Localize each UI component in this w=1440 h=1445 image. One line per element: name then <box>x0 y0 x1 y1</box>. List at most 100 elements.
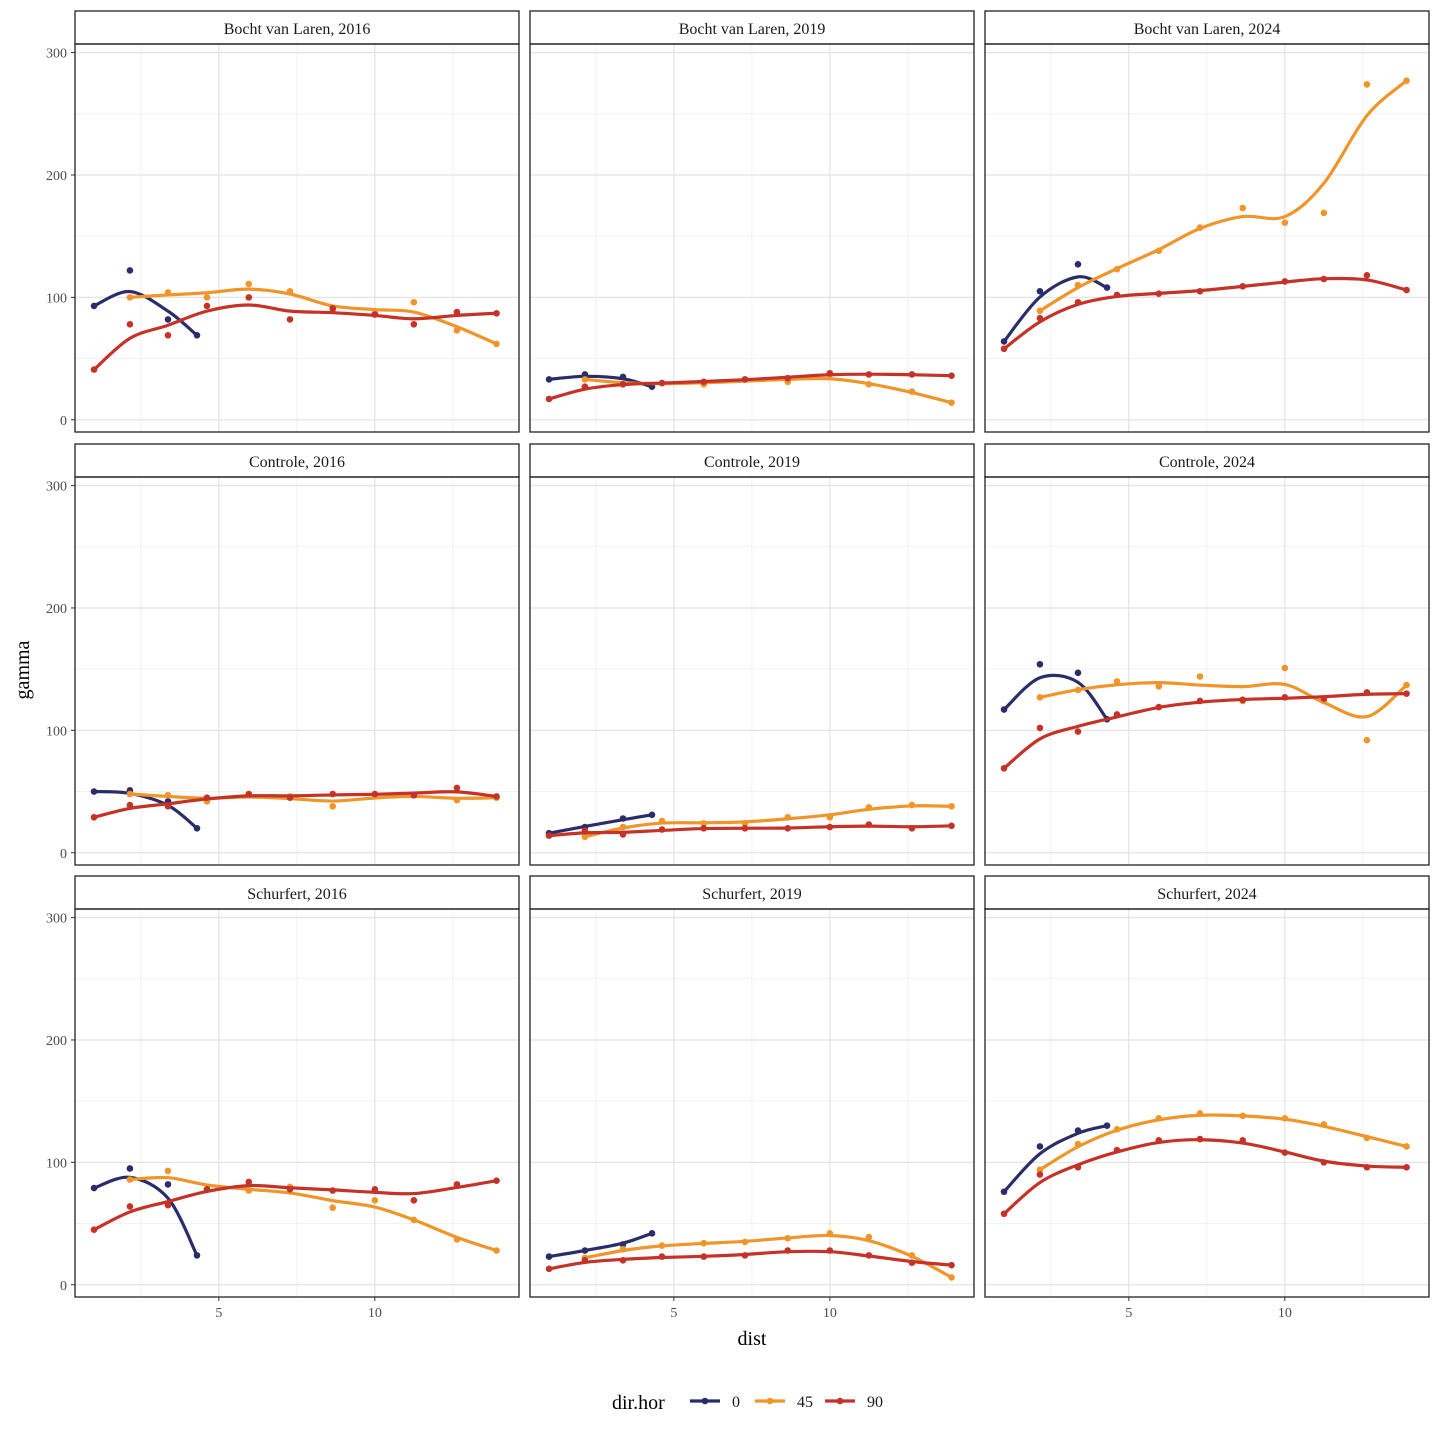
data-point-90 <box>948 822 955 830</box>
facet-title: Controle, 2016 <box>249 454 345 471</box>
legend-key-point-0 <box>701 1397 709 1405</box>
data-point-45 <box>1113 265 1121 273</box>
data-point-90 <box>581 1256 589 1264</box>
facet-panel: Controle, 2019 <box>529 443 975 866</box>
data-point-90 <box>948 372 955 379</box>
legend-label-0: 0 <box>732 1394 740 1411</box>
y-tick-label: 100 <box>46 724 67 739</box>
data-point-90 <box>329 1187 337 1194</box>
data-point-45 <box>1363 81 1371 88</box>
y-tick-label: 200 <box>46 169 67 184</box>
data-point-90 <box>1000 345 1008 353</box>
data-point-45 <box>741 1238 749 1246</box>
data-point-90 <box>1403 690 1410 697</box>
y-axis-label: gamma <box>12 640 34 699</box>
facet-title: Bocht van Laren, 2024 <box>1134 21 1281 38</box>
facet-title: Controle, 2024 <box>1159 454 1255 471</box>
series-line-0 <box>548 1231 653 1259</box>
y-tick-label: 300 <box>46 47 67 62</box>
data-point-45 <box>286 287 294 295</box>
facet-panel: Schurfert, 2016 0 100 200 300 5 10 <box>46 875 520 1321</box>
data-point-0 <box>1103 284 1111 291</box>
data-point-90 <box>453 1181 461 1188</box>
data-point-90 <box>410 1197 418 1204</box>
legend-label-45: 45 <box>797 1394 813 1411</box>
facet-strip <box>529 10 975 45</box>
data-point-90 <box>126 320 134 328</box>
data-point-45 <box>1363 1134 1371 1142</box>
series-line-0 <box>1002 275 1108 343</box>
data-point-90 <box>908 371 916 378</box>
data-point-90 <box>619 831 627 838</box>
data-point-45 <box>371 1197 379 1204</box>
data-point-90 <box>658 1253 666 1260</box>
data-point-0 <box>1036 1143 1044 1150</box>
facet-strip <box>529 443 975 478</box>
series-line-0 <box>548 813 653 835</box>
data-point-45 <box>245 1187 253 1194</box>
data-point-90 <box>245 1178 253 1186</box>
data-point-90 <box>493 1177 500 1185</box>
data-point-45 <box>948 1274 955 1281</box>
data-point-90 <box>741 824 749 832</box>
data-point-45 <box>1155 682 1163 690</box>
data-point-0 <box>1074 261 1082 268</box>
data-point-0 <box>545 376 553 383</box>
data-point-90 <box>1000 1210 1008 1218</box>
data-point-45 <box>1403 1143 1410 1150</box>
data-point-45 <box>164 791 172 799</box>
data-point-0 <box>193 332 201 339</box>
data-point-0 <box>545 1253 553 1260</box>
data-point-90 <box>1403 1163 1410 1171</box>
y-tick-label: 0 <box>60 414 67 429</box>
data-point-45 <box>658 817 666 825</box>
panel-border <box>984 476 1430 866</box>
data-point-45 <box>493 1247 500 1254</box>
data-point-90 <box>203 302 211 310</box>
data-point-45 <box>1281 664 1289 672</box>
data-point-0 <box>581 371 589 378</box>
data-point-45 <box>581 376 589 383</box>
legend-title: dir.hor <box>612 1392 665 1414</box>
y-tick-label: 300 <box>46 912 67 927</box>
data-point-90 <box>1281 1149 1289 1156</box>
facet-strip <box>984 443 1430 478</box>
data-point-90 <box>1320 275 1328 283</box>
data-point-90 <box>1074 728 1082 735</box>
data-point-45 <box>1155 1114 1163 1122</box>
facet-strip <box>74 10 520 45</box>
data-point-90 <box>410 791 418 799</box>
legend: dir.hor 0 45 90 <box>612 1392 883 1414</box>
data-point-90 <box>1155 290 1163 297</box>
data-point-45 <box>453 327 461 334</box>
data-point-90 <box>826 369 834 377</box>
data-point-90 <box>1320 1159 1328 1166</box>
data-point-90 <box>1036 1171 1044 1178</box>
x-tick-label: 5 <box>670 1306 677 1321</box>
panel-border <box>984 43 1430 433</box>
legend-key-point-90 <box>836 1397 844 1405</box>
data-point-45 <box>126 1176 134 1183</box>
data-point-45 <box>203 294 211 301</box>
data-point-90 <box>865 1252 873 1259</box>
data-point-0 <box>648 811 656 819</box>
data-point-45 <box>865 1233 873 1241</box>
data-point-90 <box>371 311 379 318</box>
data-point-90 <box>658 826 666 833</box>
data-point-45 <box>700 1239 708 1247</box>
y-tick-label: 100 <box>46 1156 67 1171</box>
data-point-90 <box>700 824 708 832</box>
data-point-90 <box>908 824 916 832</box>
data-point-45 <box>329 1204 337 1211</box>
data-point-90 <box>493 793 500 800</box>
data-point-90 <box>545 1265 553 1273</box>
data-point-45 <box>410 1216 418 1224</box>
data-point-45 <box>826 813 834 821</box>
data-point-0 <box>1036 287 1044 295</box>
data-point-90 <box>329 790 337 798</box>
data-point-0 <box>164 1181 172 1188</box>
data-point-90 <box>1196 1135 1204 1143</box>
data-point-45 <box>581 833 589 841</box>
data-point-45 <box>826 1230 834 1237</box>
